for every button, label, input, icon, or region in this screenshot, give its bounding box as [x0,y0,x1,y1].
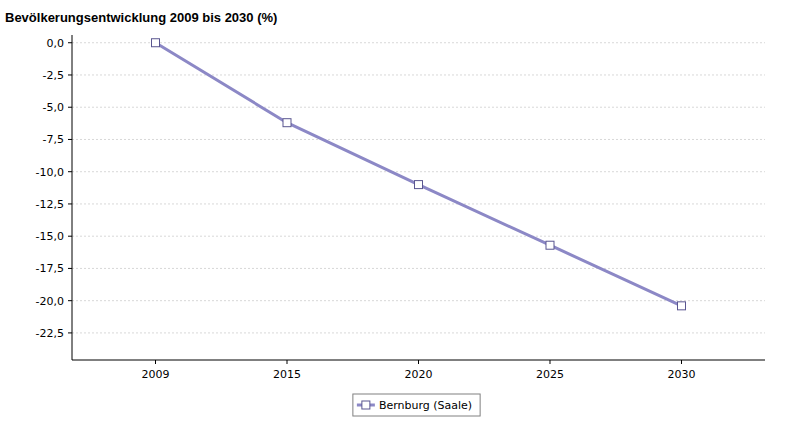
marker [152,39,160,47]
marker [546,241,554,249]
grid-line [72,203,765,204]
legend-box [353,394,480,416]
y-tick-label: -10,0 [36,166,64,179]
x-tick [549,360,550,364]
title: Bevölkerungsentwicklung 2009 bis 2030 (%… [5,10,277,25]
marker [415,181,423,189]
y-tick-label: -2,5 [43,69,64,82]
y-tick-label: -7,5 [43,133,64,146]
grid-line [72,268,765,269]
y-tick [68,268,72,269]
y-tick [68,107,72,108]
grid-line [72,300,765,301]
x-tick [418,360,419,364]
grid-line [72,139,765,140]
grid-line [72,74,765,75]
y-tick-label: -17,5 [36,262,64,275]
grid-line [72,236,765,237]
y-tick-label: -12,5 [36,198,64,211]
chart: Bevölkerungsentwicklung 2009 bis 2030 (%… [0,0,800,425]
marker [283,119,291,127]
x-tick-label: 2009 [142,368,170,381]
y-tick-label: -20,0 [36,295,64,308]
legend: Bernburg (Saale) [353,394,480,416]
x-tick-label: 2025 [536,368,564,381]
y-tick [68,332,72,333]
grid-line [72,107,765,108]
x-tick [287,360,288,364]
y-tick [68,203,72,204]
y-tick-label: -15,0 [36,230,64,243]
y-axis [72,35,73,360]
y-tick-label: -22,5 [36,327,64,340]
y-tick [68,74,72,75]
y-tick-label: -5,0 [43,101,64,114]
x-tick-label: 2030 [667,368,695,381]
grid-line [72,332,765,333]
grid-line [72,42,765,43]
y-tick [68,139,72,140]
marker [677,302,685,310]
y-tick [68,300,72,301]
x-tick-label: 2020 [405,368,433,381]
legend-marker [362,401,370,409]
x-tick-label: 2015 [273,368,301,381]
legend-label: Bernburg (Saale) [379,399,472,412]
x-tick [155,360,156,364]
y-tick [68,236,72,237]
plot-area [152,39,686,310]
x-tick [681,360,682,364]
line [156,43,682,306]
y-tick [68,42,72,43]
grid-line [72,171,765,172]
y-tick-label: 0,0 [47,37,65,50]
y-tick [68,171,72,172]
